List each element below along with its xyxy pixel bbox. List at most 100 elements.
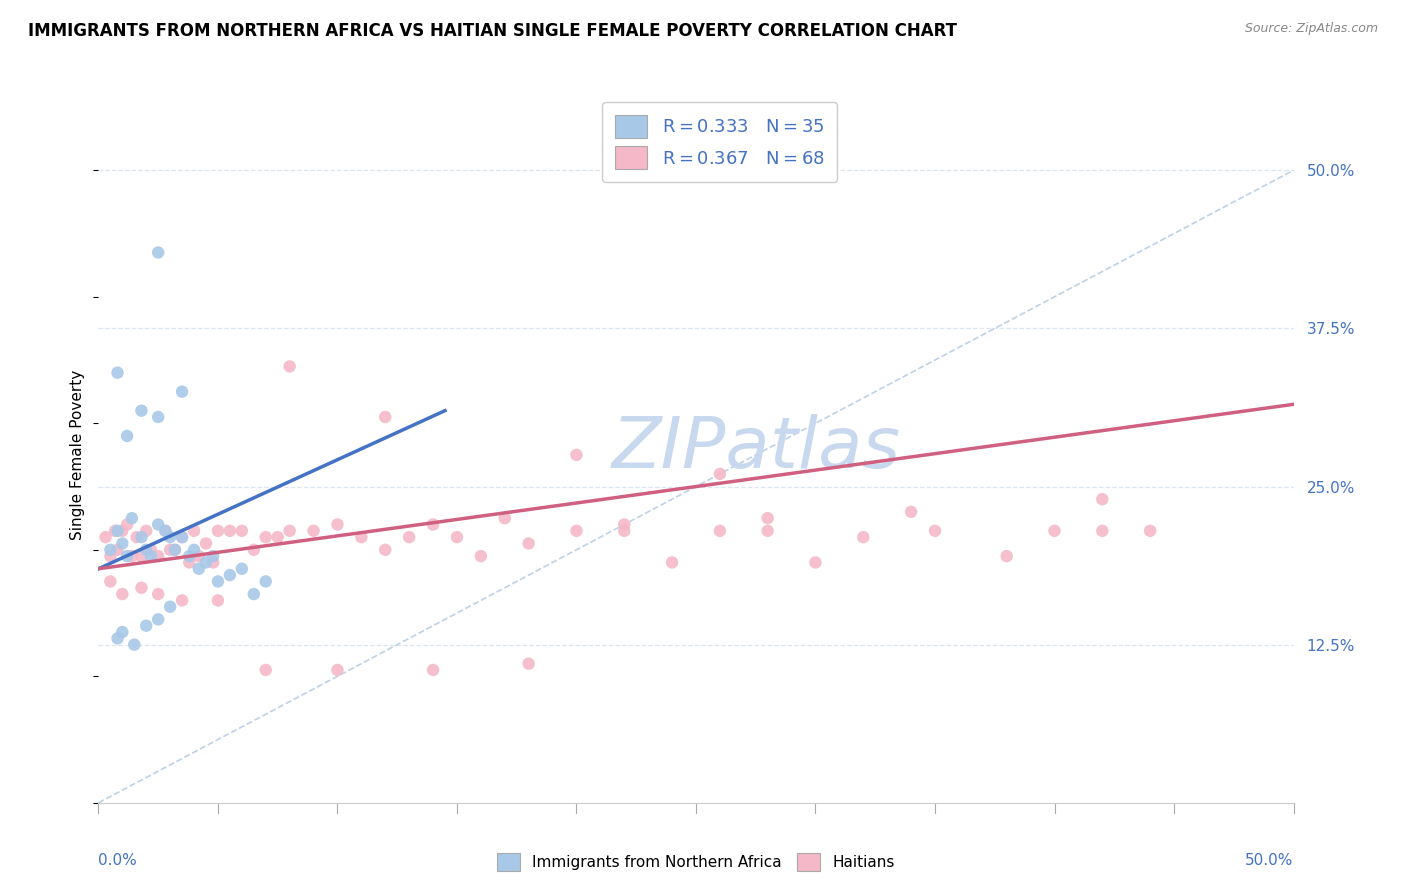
Point: [139, 549, 162, 563]
Point: [231, 562, 253, 576]
Point: [202, 549, 225, 563]
Point: [107, 632, 129, 646]
Point: [135, 618, 157, 632]
Point: [124, 638, 146, 652]
Point: [94, 530, 117, 544]
Point: [995, 549, 1018, 563]
Y-axis label: Single Female Poverty: Single Female Poverty: [70, 370, 86, 540]
Point: [517, 536, 540, 550]
Point: [155, 524, 177, 538]
Point: [121, 511, 143, 525]
Point: [131, 581, 153, 595]
Point: [422, 663, 444, 677]
Point: [98, 542, 122, 557]
Point: [115, 429, 138, 443]
Point: [111, 536, 134, 550]
Point: [219, 524, 242, 538]
Point: [194, 556, 218, 570]
Point: [179, 556, 201, 570]
Point: [107, 366, 129, 380]
Point: [148, 587, 170, 601]
Point: [121, 549, 143, 563]
Point: [374, 542, 396, 557]
Point: [326, 663, 349, 677]
Point: [183, 542, 205, 557]
Point: [135, 542, 157, 557]
Point: [148, 245, 170, 260]
Point: [422, 517, 444, 532]
Point: [111, 524, 134, 538]
Point: [172, 384, 194, 399]
Point: [1091, 492, 1114, 507]
Point: [446, 530, 468, 544]
Point: [350, 530, 373, 544]
Point: [179, 549, 201, 563]
Point: [326, 517, 349, 532]
Point: [398, 530, 420, 544]
Point: [131, 549, 153, 563]
Point: [302, 524, 325, 538]
Point: [243, 587, 266, 601]
Point: [756, 524, 779, 538]
Point: [148, 549, 170, 563]
Point: [98, 574, 122, 589]
Point: [172, 530, 194, 544]
Point: [148, 612, 170, 626]
Point: [187, 562, 209, 576]
Point: [104, 524, 127, 538]
Point: [125, 530, 148, 544]
Point: [613, 517, 636, 532]
Point: [159, 599, 181, 614]
Point: [163, 542, 186, 557]
Point: [159, 542, 181, 557]
Point: [565, 524, 588, 538]
Point: [494, 511, 516, 525]
Point: [202, 556, 225, 570]
Point: [194, 536, 218, 550]
Point: [254, 530, 277, 544]
Point: [159, 530, 181, 544]
Point: [517, 657, 540, 671]
Point: [852, 530, 875, 544]
Point: [254, 574, 277, 589]
Text: IMMIGRANTS FROM NORTHERN AFRICA VS HAITIAN SINGLE FEMALE POVERTY CORRELATION CHA: IMMIGRANTS FROM NORTHERN AFRICA VS HAITI…: [28, 22, 957, 40]
Point: [278, 359, 301, 374]
Point: [231, 524, 253, 538]
Text: 50.0%: 50.0%: [1246, 854, 1294, 869]
Point: [565, 448, 588, 462]
Point: [709, 467, 731, 481]
Point: [207, 593, 229, 607]
Point: [98, 549, 122, 563]
Point: [1043, 524, 1066, 538]
Point: [187, 549, 209, 563]
Point: [278, 524, 301, 538]
Point: [172, 593, 194, 607]
Point: [163, 542, 186, 557]
Point: [172, 530, 194, 544]
Point: [613, 524, 636, 538]
Point: [131, 530, 153, 544]
Point: [243, 542, 266, 557]
Point: [107, 524, 129, 538]
Legend: Immigrants from Northern Africa, Haitians: Immigrants from Northern Africa, Haitian…: [489, 846, 903, 879]
Point: [254, 663, 277, 677]
Point: [756, 511, 779, 525]
Point: [900, 505, 922, 519]
Point: [111, 587, 134, 601]
Point: [374, 409, 396, 424]
Point: [111, 625, 134, 640]
Point: [207, 574, 229, 589]
Point: [1139, 524, 1161, 538]
Point: [115, 517, 138, 532]
Point: [267, 530, 290, 544]
Point: [148, 517, 170, 532]
Point: [207, 524, 229, 538]
Point: [1091, 524, 1114, 538]
Point: [804, 556, 827, 570]
Point: [709, 524, 731, 538]
Text: ZIPatlas: ZIPatlas: [612, 414, 900, 483]
Point: [661, 556, 683, 570]
Point: [107, 542, 129, 557]
Point: [183, 524, 205, 538]
Point: [115, 549, 138, 563]
